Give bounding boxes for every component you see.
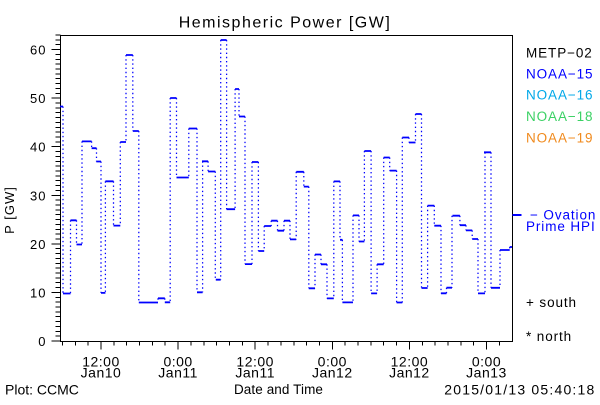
svg-text:Date and Time: Date and Time	[234, 382, 323, 397]
svg-text:30: 30	[30, 188, 46, 203]
svg-text:Plot: CCMC: Plot: CCMC	[5, 382, 79, 398]
svg-text:NOAA−19: NOAA−19	[526, 131, 593, 146]
svg-text:NOAA−16: NOAA−16	[526, 88, 593, 103]
svg-text:Prime HPI: Prime HPI	[526, 219, 596, 234]
svg-text:10: 10	[30, 285, 46, 300]
svg-text:Jan12: Jan12	[389, 365, 430, 381]
svg-text:Jan10: Jan10	[81, 365, 122, 381]
svg-text:0:00: 0:00	[163, 353, 192, 369]
svg-text:− Ovation: − Ovation	[530, 208, 596, 223]
svg-text:Hemispheric Power [GW]: Hemispheric Power [GW]	[179, 15, 392, 32]
svg-text:Jan11: Jan11	[158, 365, 198, 381]
svg-text:12:00: 12:00	[236, 353, 274, 369]
svg-text:NOAA−18: NOAA−18	[526, 109, 593, 124]
svg-text:Jan11: Jan11	[235, 365, 275, 381]
svg-text:Jan12: Jan12	[312, 365, 353, 381]
svg-text:40: 40	[30, 140, 46, 155]
svg-text:Jan13: Jan13	[466, 365, 507, 381]
svg-text:12:00: 12:00	[82, 353, 120, 369]
svg-text:0:00: 0:00	[318, 353, 347, 369]
svg-text:0:00: 0:00	[472, 353, 501, 369]
svg-text:P [GW]: P [GW]	[2, 186, 17, 234]
svg-text:60: 60	[30, 43, 46, 58]
svg-text:12:00: 12:00	[391, 353, 429, 369]
svg-text:50: 50	[30, 91, 46, 106]
svg-text:* north: * north	[526, 329, 572, 344]
svg-text:NOAA−15: NOAA−15	[526, 67, 593, 82]
svg-text:0: 0	[38, 334, 46, 349]
svg-text:2015/01/13 05:40:18: 2015/01/13 05:40:18	[444, 382, 595, 398]
svg-text:20: 20	[30, 237, 46, 252]
svg-text:+ south: + south	[526, 295, 577, 310]
svg-text:METP−02: METP−02	[526, 46, 593, 61]
